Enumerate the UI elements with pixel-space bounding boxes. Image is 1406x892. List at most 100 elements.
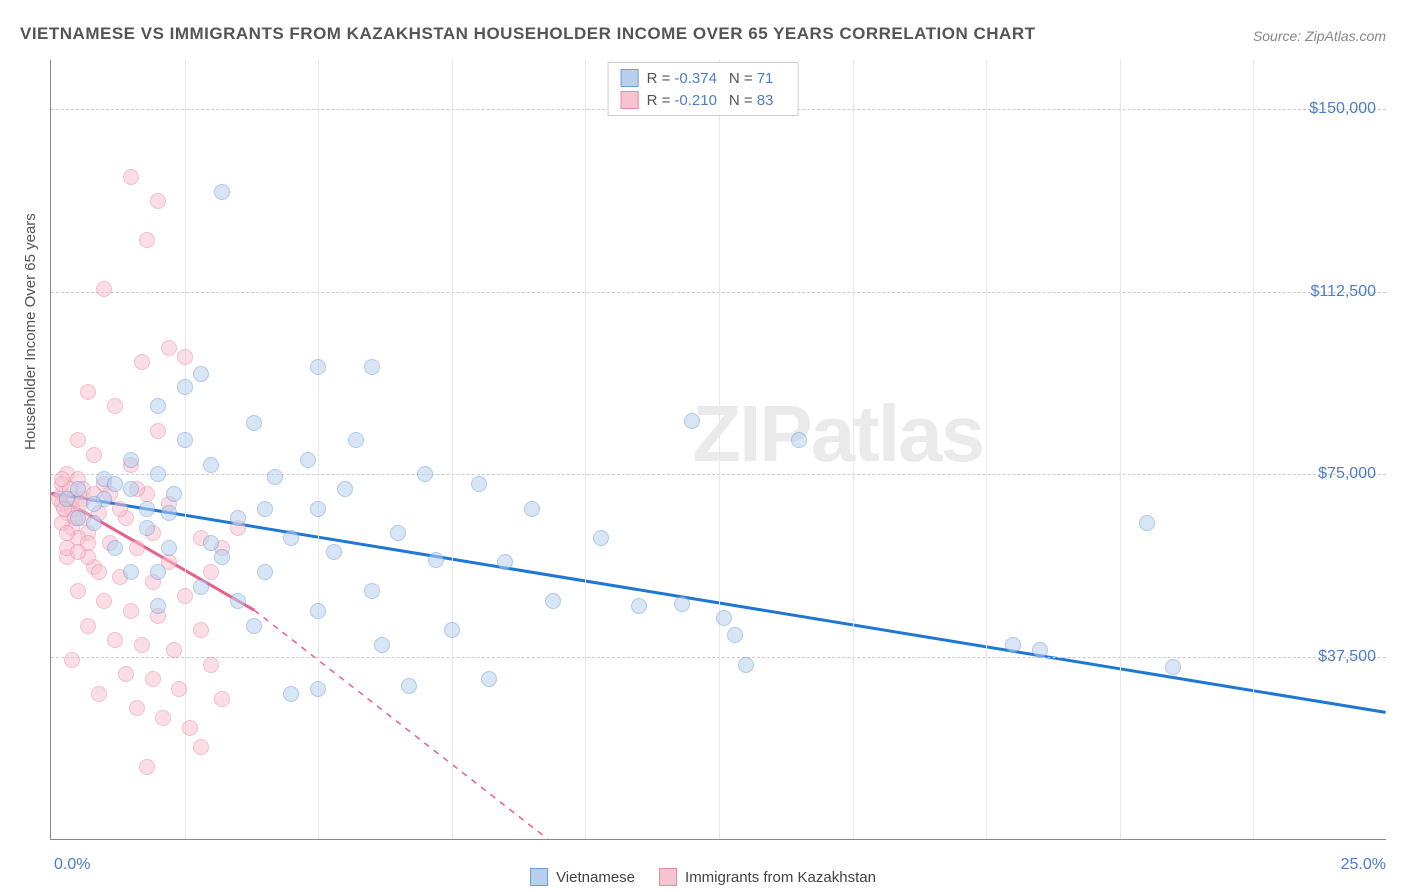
data-point <box>80 384 96 400</box>
data-point <box>177 432 193 448</box>
data-point <box>283 530 299 546</box>
data-point <box>166 486 182 502</box>
data-point <box>145 671 161 687</box>
data-point <box>139 520 155 536</box>
data-point <box>348 432 364 448</box>
data-point <box>54 471 70 487</box>
plot-area: ZIPatlas $37,500$75,000$112,500$150,000 <box>50 60 1386 840</box>
data-point <box>203 564 219 580</box>
gridline-v <box>585 60 586 839</box>
data-point <box>161 340 177 356</box>
y-tick-label: $112,500 <box>1310 283 1376 301</box>
data-point <box>150 598 166 614</box>
n-value-1: 71 <box>757 70 774 87</box>
y-tick-label: $75,000 <box>1318 465 1376 483</box>
data-point <box>150 423 166 439</box>
data-point <box>123 603 139 619</box>
data-point <box>310 359 326 375</box>
r-label: R = <box>647 92 671 109</box>
data-point <box>738 657 754 673</box>
data-point <box>481 671 497 687</box>
r-label: R = <box>647 70 671 87</box>
data-point <box>257 564 273 580</box>
data-point <box>1005 637 1021 653</box>
data-point <box>107 476 123 492</box>
data-point <box>177 588 193 604</box>
data-point <box>171 681 187 697</box>
data-point <box>139 759 155 775</box>
r-value-2: -0.210 <box>674 92 717 109</box>
gridline-v <box>1120 60 1121 839</box>
data-point <box>246 415 262 431</box>
data-point <box>674 596 690 612</box>
data-point <box>310 501 326 517</box>
data-point <box>70 510 86 526</box>
data-point <box>791 432 807 448</box>
data-point <box>230 510 246 526</box>
data-point <box>70 432 86 448</box>
data-point <box>150 466 166 482</box>
legend-item-2: Immigrants from Kazakhstan <box>659 868 876 886</box>
data-point <box>107 540 123 556</box>
data-point <box>310 681 326 697</box>
stats-row-2: R =-0.210N =83 <box>609 89 798 111</box>
n-value-2: 83 <box>757 92 774 109</box>
correlation-chart: VIETNAMESE VS IMMIGRANTS FROM KAZAKHSTAN… <box>0 0 1406 892</box>
data-point <box>497 554 513 570</box>
data-point <box>593 530 609 546</box>
data-point <box>631 598 647 614</box>
data-point <box>177 349 193 365</box>
gridline-v <box>986 60 987 839</box>
data-point <box>59 525 75 541</box>
data-point <box>150 398 166 414</box>
data-point <box>1032 642 1048 658</box>
data-point <box>364 583 380 599</box>
data-point <box>155 710 171 726</box>
data-point <box>177 379 193 395</box>
stats-legend: R =-0.374 N =71 R =-0.210N =83 <box>608 62 799 116</box>
data-point <box>727 627 743 643</box>
data-point <box>524 501 540 517</box>
data-point <box>118 666 134 682</box>
data-point <box>123 452 139 468</box>
swatch-series-2 <box>659 868 677 886</box>
data-point <box>300 452 316 468</box>
data-point <box>214 184 230 200</box>
data-point <box>214 691 230 707</box>
n-label: N = <box>729 70 753 87</box>
data-point <box>161 505 177 521</box>
data-point <box>444 622 460 638</box>
data-point <box>337 481 353 497</box>
data-point <box>193 622 209 638</box>
trend-line <box>254 610 548 839</box>
data-point <box>257 501 273 517</box>
chart-title: VIETNAMESE VS IMMIGRANTS FROM KAZAKHSTAN… <box>20 24 1036 44</box>
data-point <box>86 515 102 531</box>
data-point <box>246 618 262 634</box>
data-point <box>374 637 390 653</box>
gridline-v <box>452 60 453 839</box>
data-point <box>193 366 209 382</box>
data-point <box>86 496 102 512</box>
data-point <box>86 447 102 463</box>
data-point <box>64 652 80 668</box>
data-point <box>129 540 145 556</box>
legend-item-1: Vietnamese <box>530 868 635 886</box>
legend-label-2: Immigrants from Kazakhstan <box>685 869 876 886</box>
data-point <box>96 593 112 609</box>
y-axis-label: Householder Income Over 65 years <box>22 213 39 450</box>
data-point <box>401 678 417 694</box>
data-point <box>139 232 155 248</box>
data-point <box>91 686 107 702</box>
data-point <box>59 491 75 507</box>
data-point <box>80 618 96 634</box>
source-label: Source: ZipAtlas.com <box>1253 28 1386 44</box>
data-point <box>684 413 700 429</box>
gridline-v <box>719 60 720 839</box>
watermark: ZIPatlas <box>692 388 983 480</box>
gridline-v <box>853 60 854 839</box>
data-point <box>1139 515 1155 531</box>
data-point <box>134 637 150 653</box>
y-tick-label: $37,500 <box>1318 648 1376 666</box>
r-value-1: -0.374 <box>674 70 717 87</box>
